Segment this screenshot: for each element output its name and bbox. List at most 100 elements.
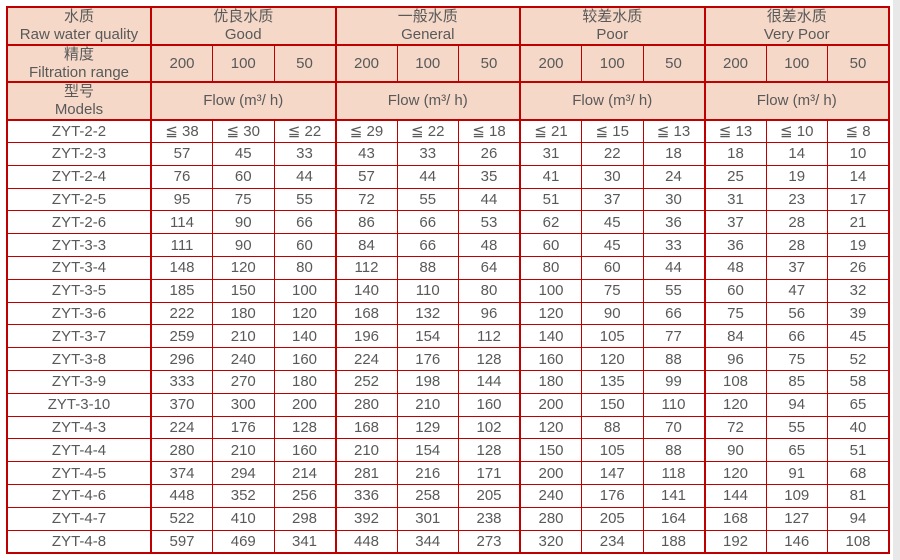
value-cell: 66 bbox=[396, 210, 459, 235]
value-cell: 66 bbox=[642, 301, 705, 326]
value-cell: 75 bbox=[765, 347, 828, 372]
scrollbar-track[interactable] bbox=[893, 0, 900, 560]
group-very-poor-zh: 很差水质 bbox=[766, 8, 827, 26]
value-cell: 48 bbox=[458, 233, 521, 258]
value-cell: 224 bbox=[334, 347, 398, 372]
value-cell: 108 bbox=[827, 529, 890, 554]
value-cell: 298 bbox=[273, 506, 336, 531]
table-row: ZYT-3-10 370 300 200 280 210 160 200 150 110 120 94… bbox=[6, 392, 890, 417]
value-cell: 19 bbox=[827, 233, 890, 258]
value-cell: 370 bbox=[150, 392, 213, 417]
value-cell: 344 bbox=[396, 529, 459, 554]
table-row: ZYT-2-3 57 45 33 43 33 26 31 22 18 18 14 10 bbox=[6, 142, 890, 166]
value-cell: 28 bbox=[765, 210, 828, 235]
model-cell: ZYT-4-3 bbox=[6, 415, 152, 440]
value-cell: 22 bbox=[581, 142, 644, 166]
table-row: ZYT-3-8 296 240 160 224 176 128 160 120 88 96 75 52 bbox=[6, 347, 890, 372]
value-cell: ≦ 21 bbox=[519, 119, 582, 144]
value-cell: 198 bbox=[396, 370, 459, 394]
value-cell: ≦ 18 bbox=[458, 119, 521, 144]
precision-cell: 200 bbox=[703, 43, 767, 84]
value-cell: 45 bbox=[212, 142, 275, 166]
value-cell: 57 bbox=[150, 142, 213, 166]
models-zh: 型号 bbox=[63, 83, 94, 101]
filtration-range-en: Filtration range bbox=[28, 63, 130, 81]
value-cell: 270 bbox=[212, 370, 275, 394]
precision-cell: 50 bbox=[458, 43, 521, 84]
precision-cell: 200 bbox=[334, 43, 398, 84]
value-cell: 410 bbox=[212, 506, 275, 531]
value-cell: 144 bbox=[703, 484, 767, 508]
value-cell: 140 bbox=[273, 324, 336, 349]
model-cell: ZYT-4-7 bbox=[6, 506, 152, 531]
value-cell: 55 bbox=[765, 415, 828, 440]
value-cell: 60 bbox=[519, 233, 582, 258]
group-poor-zh: 较差水质 bbox=[582, 8, 643, 26]
value-cell: 37 bbox=[581, 187, 644, 212]
value-cell: 128 bbox=[273, 415, 336, 440]
value-cell: 75 bbox=[703, 301, 767, 326]
value-cell: 95 bbox=[150, 187, 213, 212]
group-poor-en: Poor bbox=[596, 26, 629, 43]
group-header-poor: 较差水质 Poor bbox=[519, 6, 705, 46]
model-cell: ZYT-2-4 bbox=[6, 164, 152, 189]
value-cell: 252 bbox=[334, 370, 398, 394]
value-cell: 154 bbox=[396, 438, 459, 463]
value-cell: 168 bbox=[334, 301, 398, 326]
value-cell: 176 bbox=[212, 415, 275, 440]
spec-table: 水质 Raw water quality 优良水质 Good 一般水质 Gene… bbox=[6, 6, 890, 554]
group-general-en: General bbox=[401, 26, 455, 43]
value-cell: 57 bbox=[334, 164, 398, 189]
value-cell: ≦ 22 bbox=[273, 119, 336, 144]
value-cell: 32 bbox=[827, 278, 890, 303]
value-cell: 144 bbox=[458, 370, 521, 394]
value-cell: 60 bbox=[581, 256, 644, 280]
flow-header-good: Flow (m³/ h) bbox=[150, 81, 336, 121]
value-cell: 96 bbox=[458, 301, 521, 326]
value-cell: 168 bbox=[334, 415, 398, 440]
group-very-poor-en: Very Poor bbox=[763, 26, 830, 43]
value-cell: 44 bbox=[273, 164, 336, 189]
value-cell: 111 bbox=[150, 233, 213, 258]
value-cell: 75 bbox=[581, 278, 644, 303]
value-cell: 120 bbox=[703, 461, 767, 485]
value-cell: 88 bbox=[642, 438, 705, 463]
value-cell: 77 bbox=[642, 324, 705, 349]
value-cell: 180 bbox=[212, 301, 275, 326]
value-cell: 65 bbox=[827, 392, 890, 417]
header-row-precision: 精度 Filtration range 200 100 50 200 100 5… bbox=[6, 43, 890, 84]
value-cell: 296 bbox=[150, 347, 213, 372]
value-cell: 37 bbox=[703, 210, 767, 235]
value-cell: 90 bbox=[703, 438, 767, 463]
value-cell: 205 bbox=[458, 484, 521, 508]
value-cell: 55 bbox=[396, 187, 459, 212]
precision-cell: 50 bbox=[827, 43, 890, 84]
value-cell: 37 bbox=[765, 256, 828, 280]
value-cell: 90 bbox=[212, 233, 275, 258]
value-cell: 55 bbox=[642, 278, 705, 303]
value-cell: 238 bbox=[458, 506, 521, 531]
value-cell: 65 bbox=[765, 438, 828, 463]
value-cell: 47 bbox=[765, 278, 828, 303]
table-row: ZYT-3-5 185 150 100 140 110 80 100 75 55 60 47 32 bbox=[6, 278, 890, 303]
value-cell: 114 bbox=[150, 210, 213, 235]
model-cell: ZYT-3-8 bbox=[6, 347, 152, 372]
value-cell: 224 bbox=[150, 415, 213, 440]
table-row: ZYT-2-5 95 75 55 72 55 44 51 37 30 31 23 17 bbox=[6, 187, 890, 212]
value-cell: 18 bbox=[703, 142, 767, 166]
raw-water-quality-en: Raw water quality bbox=[19, 26, 139, 43]
value-cell: 14 bbox=[827, 164, 890, 189]
value-cell: 120 bbox=[519, 415, 582, 440]
value-cell: 70 bbox=[642, 415, 705, 440]
precision-cell: 200 bbox=[150, 43, 213, 84]
table-row: ZYT-3-3 111 90 60 84 66 48 60 45 33 36 28 19 bbox=[6, 233, 890, 258]
value-cell: 80 bbox=[519, 256, 582, 280]
value-cell: 336 bbox=[334, 484, 398, 508]
value-cell: 280 bbox=[150, 438, 213, 463]
model-cell: ZYT-4-8 bbox=[6, 529, 152, 554]
model-cell: ZYT-2-3 bbox=[6, 142, 152, 166]
value-cell: 81 bbox=[827, 484, 890, 508]
group-good-zh: 优良水质 bbox=[213, 8, 274, 26]
value-cell: 33 bbox=[396, 142, 459, 166]
precision-cell: 50 bbox=[273, 43, 336, 84]
